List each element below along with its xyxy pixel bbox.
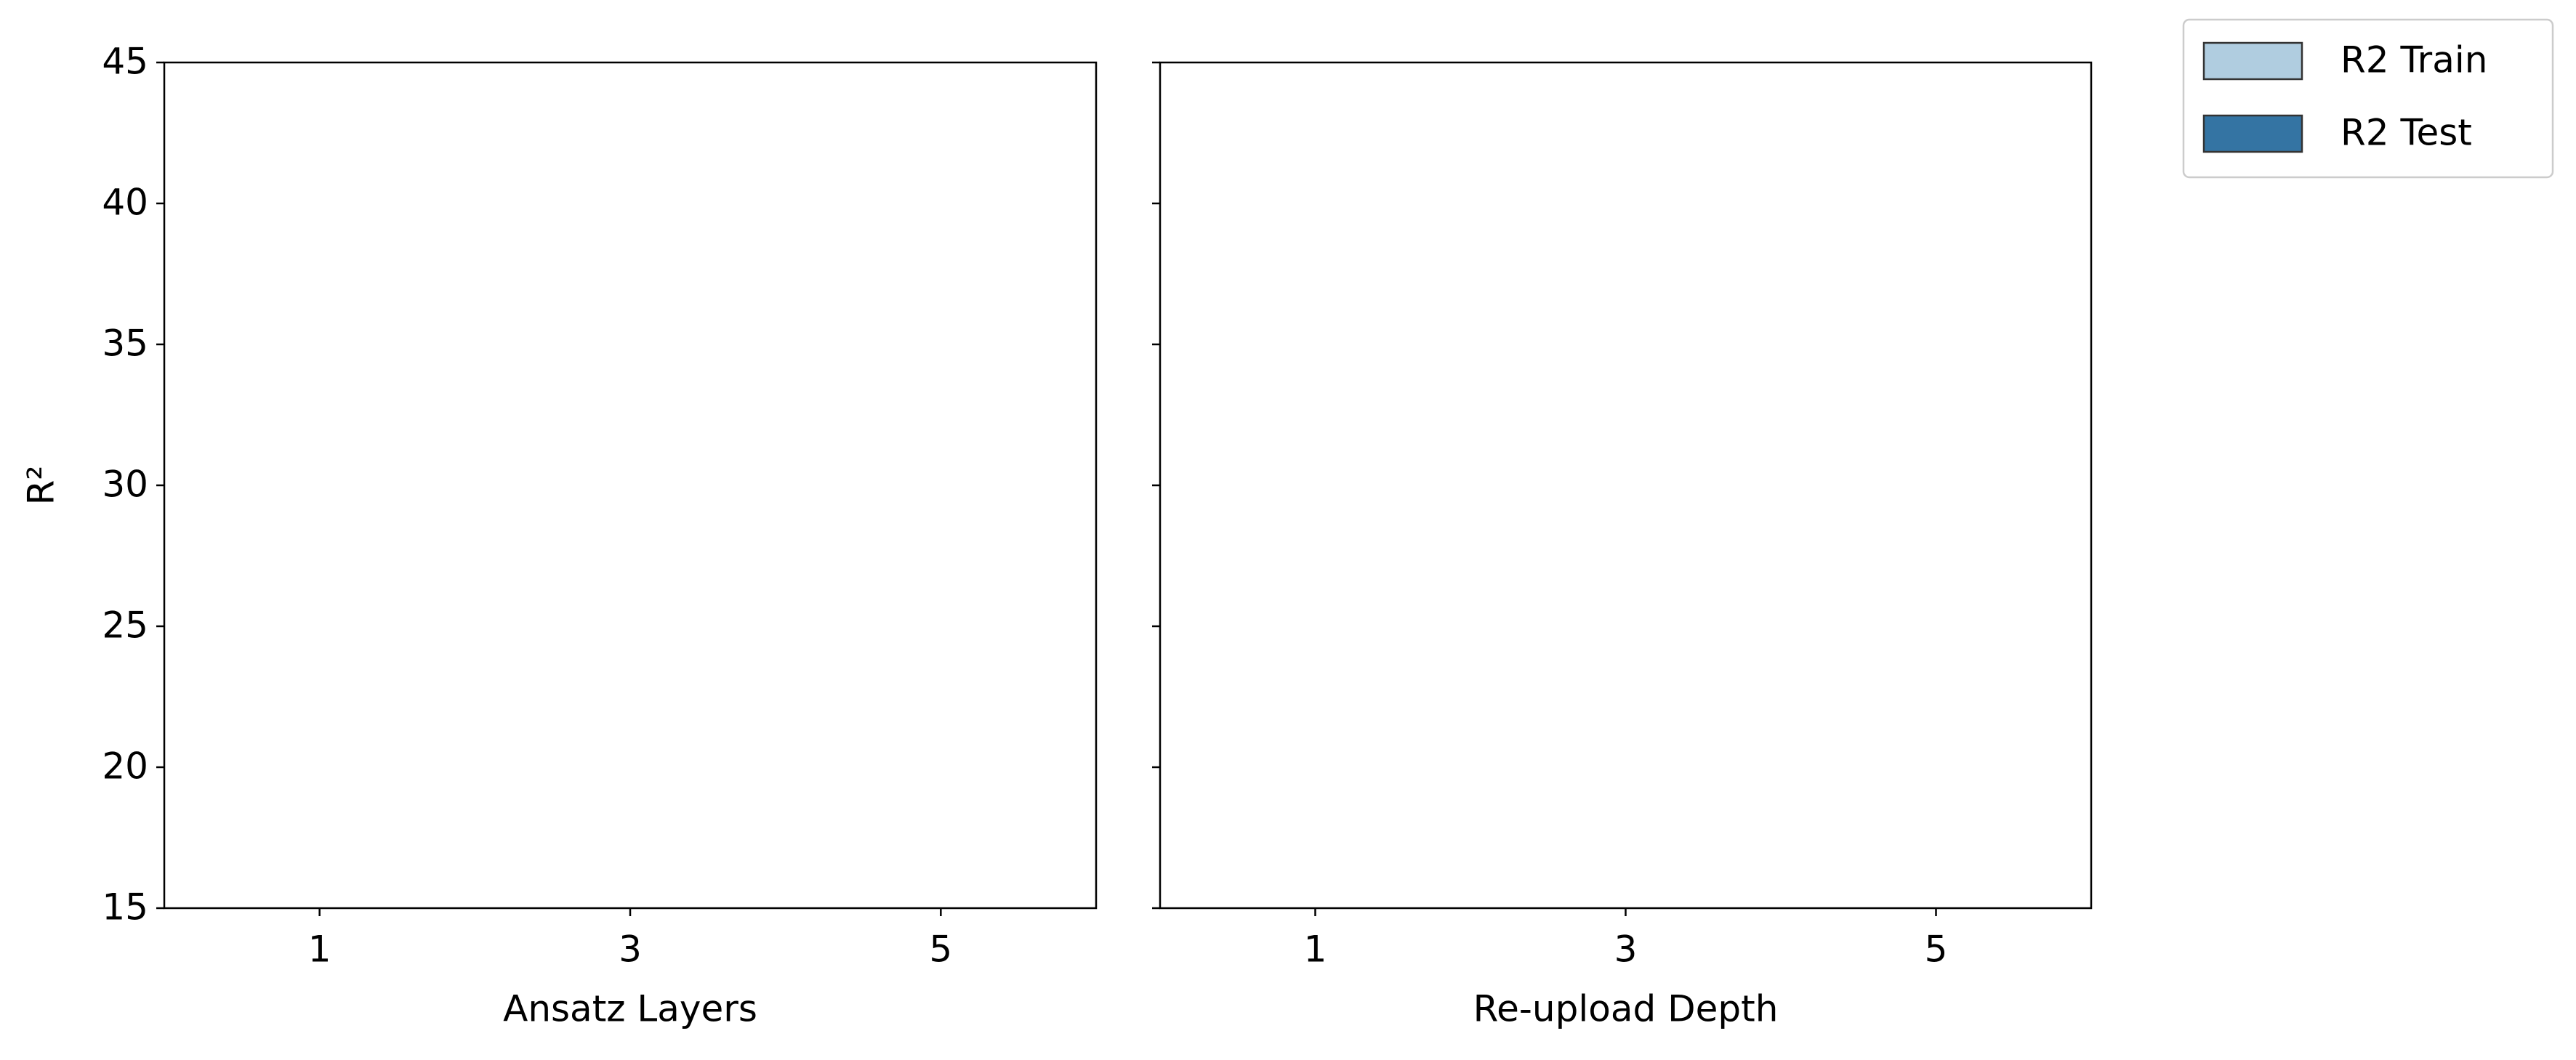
x-tick-label: 3 — [1614, 928, 1638, 971]
x-tick-label: 3 — [619, 928, 642, 971]
x-tick-label: 1 — [308, 928, 331, 971]
y-axis-label: R² — [20, 466, 63, 506]
x-axis-label: Re-upload Depth — [1473, 988, 1779, 1030]
legend-label: R2 Test — [2340, 112, 2472, 154]
y-tick-label: 45 — [102, 41, 148, 83]
y-tick-label: 35 — [102, 323, 148, 365]
y-tick-label: 30 — [102, 464, 148, 506]
legend-swatch — [2202, 41, 2303, 81]
legend: R2 Train R2 Test — [2182, 18, 2554, 179]
axes-frame — [1159, 61, 2093, 910]
x-tick-label: 5 — [929, 928, 952, 971]
x-tick-label: 1 — [1304, 928, 1327, 971]
x-axis-label: Ansatz Layers — [503, 988, 757, 1030]
legend-swatch — [2202, 114, 2303, 153]
y-tick-label: 25 — [102, 604, 148, 647]
legend-label: R2 Train — [2340, 39, 2487, 81]
x-tick-label: 5 — [1925, 928, 1948, 971]
y-tick-label: 15 — [102, 886, 148, 928]
y-tick-label: 20 — [102, 745, 148, 788]
axes-frame — [163, 61, 1098, 910]
y-tick-label: 40 — [102, 182, 148, 224]
